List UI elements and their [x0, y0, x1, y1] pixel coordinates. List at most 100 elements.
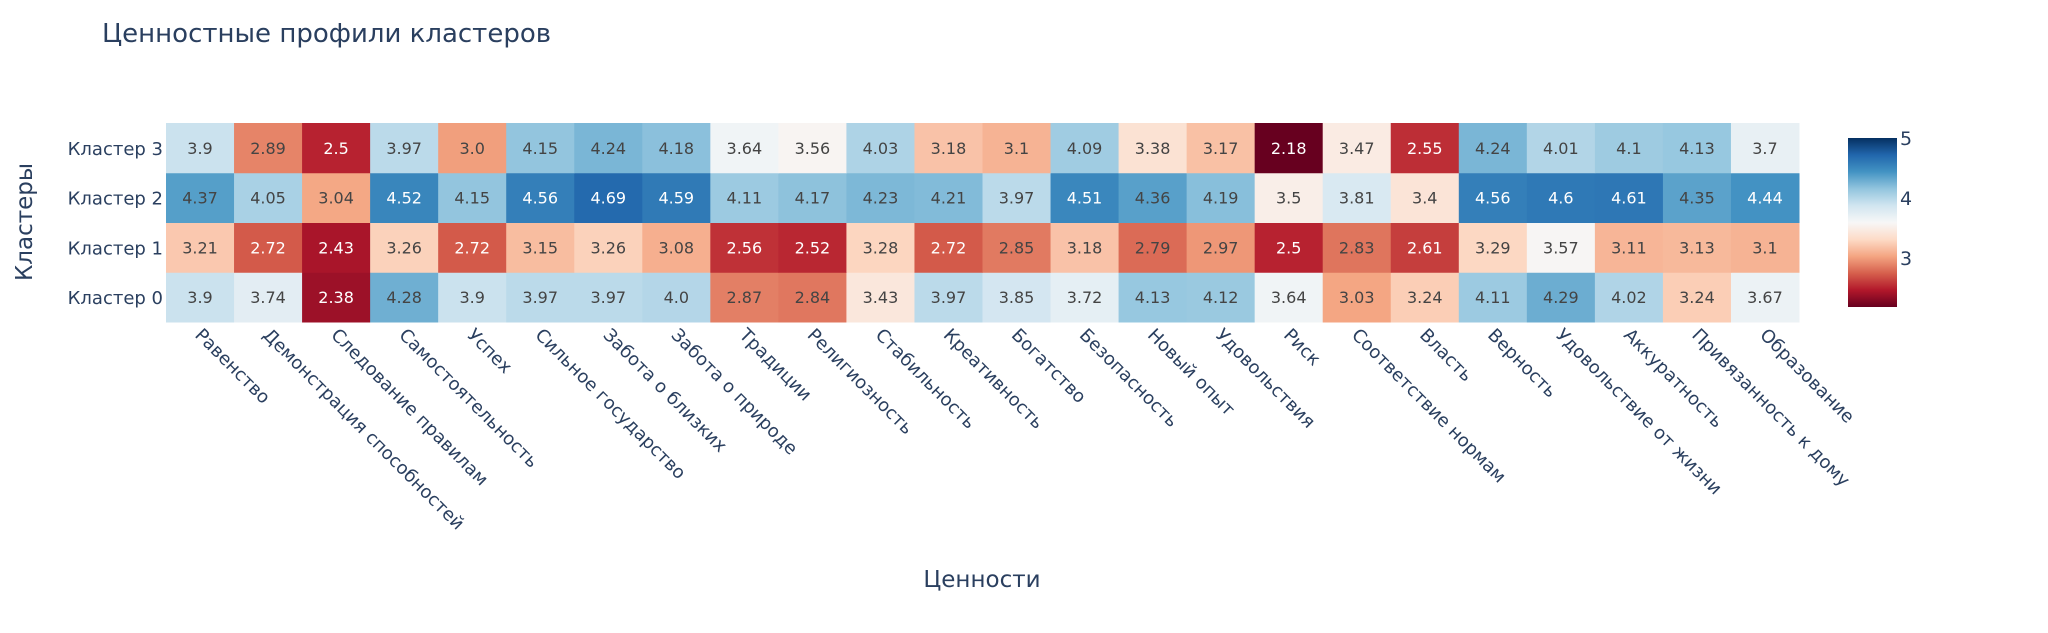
cell-value-label: 2.72	[931, 238, 967, 257]
heatmap-cell	[846, 222, 915, 273]
cell-value-label: 4.13	[1679, 139, 1715, 158]
cell-value-label: 3.81	[1339, 189, 1375, 208]
heatmap-cell	[370, 172, 439, 223]
heatmap-cell	[710, 272, 779, 323]
heatmap-cell	[1254, 123, 1324, 174]
heatmap-cell	[1390, 172, 1460, 223]
heatmap-cell	[642, 123, 711, 174]
heatmap-cell	[1050, 272, 1120, 323]
heatmap-cell	[710, 222, 779, 273]
cell-value-label: 3.64	[1271, 288, 1307, 307]
cell-value-label: 4.69	[590, 189, 626, 208]
heatmap-cell-labels: 3.9 3.74 2.38 4.28 3.9 3.97 3.97 4.0 2.87 2.84 3.4…	[182, 139, 1783, 307]
cell-value-label: 3.38	[1135, 139, 1171, 158]
heatmap-cell	[1458, 123, 1528, 174]
cell-value-label: 4.61	[1611, 189, 1647, 208]
heatmap-cell	[1730, 123, 1800, 174]
heatmap-cell	[1186, 172, 1256, 223]
cell-value-label: 4.18	[658, 139, 694, 158]
heatmap-cell	[1050, 172, 1120, 223]
cell-value-label: 3.64	[727, 139, 763, 158]
colorbar: 3 4 5	[1848, 128, 1912, 307]
cell-value-label: 4.15	[454, 189, 490, 208]
cell-value-label: 2.55	[1407, 139, 1443, 158]
cell-value-label: 3.9	[187, 288, 212, 307]
cell-value-label: 3.29	[1475, 238, 1511, 257]
heatmap-cell	[778, 172, 847, 223]
heatmap-cell	[1526, 222, 1596, 273]
cell-value-label: 3.4	[1412, 189, 1437, 208]
x-tick-label: Забота о близких	[599, 325, 731, 457]
heatmap-cell	[846, 272, 915, 323]
heatmap-cell	[1730, 222, 1800, 273]
heatmap-cell	[370, 123, 439, 174]
y-tick-label: Кластер 0	[68, 288, 163, 309]
heatmap-cell	[642, 172, 711, 223]
cell-value-label: 4.24	[1475, 139, 1511, 158]
cell-value-label: 4.56	[1475, 189, 1511, 208]
heatmap-cell	[982, 123, 1052, 174]
heatmap-cell	[234, 222, 303, 273]
heatmap-cell	[370, 272, 439, 323]
heatmap-cell	[574, 222, 643, 273]
y-tick-label: Кластер 2	[68, 189, 163, 210]
colorbar-ticks: 3 4 5	[1900, 128, 1912, 270]
cell-value-label: 3.15	[522, 238, 558, 257]
y-tick-label: Кластер 3	[68, 139, 163, 160]
heatmap-cell	[166, 272, 235, 323]
cell-value-label: 2.72	[250, 238, 286, 257]
heatmap-cell	[166, 172, 235, 223]
heatmap-cell	[438, 222, 507, 273]
heatmap-cell	[1322, 272, 1392, 323]
colorbar-gradient	[1848, 138, 1897, 307]
cell-value-label: 4.1	[1616, 139, 1641, 158]
cell-value-label: 4.36	[1135, 189, 1171, 208]
cell-value-label: 4.59	[658, 189, 694, 208]
heatmap-cell	[302, 123, 371, 174]
heatmap-cell	[710, 123, 779, 174]
cell-value-label: 3.97	[999, 189, 1035, 208]
colorbar-tick-label: 5	[1900, 128, 1912, 150]
heatmap-cell	[1594, 222, 1664, 273]
heatmap-cell	[438, 272, 507, 323]
heatmap-cells	[166, 123, 1800, 323]
heatmap-cell	[1526, 272, 1596, 323]
x-tick-label: Самостоятельность	[395, 325, 543, 473]
x-tick-label: Успех	[463, 325, 517, 379]
cell-value-label: 4.02	[1611, 288, 1647, 307]
cell-value-label: 3.9	[459, 288, 484, 307]
cell-value-label: 3.67	[1747, 288, 1783, 307]
cell-value-label: 2.72	[454, 238, 490, 257]
cell-value-label: 3.5	[1276, 189, 1301, 208]
cell-value-label: 3.72	[1067, 288, 1103, 307]
cell-value-label: 2.89	[250, 139, 286, 158]
heatmap-cell	[370, 222, 439, 273]
heatmap-cell	[778, 222, 847, 273]
cell-value-label: 4.03	[863, 139, 899, 158]
cell-value-label: 3.56	[795, 139, 831, 158]
cell-value-label: 4.51	[1067, 189, 1103, 208]
heatmap-cell	[846, 172, 915, 223]
cell-value-label: 2.18	[1271, 139, 1307, 158]
cell-value-label: 3.1	[1004, 139, 1029, 158]
heatmap-cell	[778, 272, 847, 323]
heatmap-cell	[1662, 172, 1732, 223]
cell-value-label: 3.17	[1203, 139, 1239, 158]
heatmap-cell	[1186, 222, 1256, 273]
heatmap-cell	[1458, 172, 1528, 223]
heatmap-cell	[1186, 272, 1256, 323]
heatmap-cell	[1390, 123, 1460, 174]
cell-value-label: 4.05	[250, 189, 286, 208]
cell-value-label: 3.74	[250, 288, 286, 307]
heatmap-cell	[1118, 222, 1188, 273]
heatmap-cell	[1458, 272, 1528, 323]
cell-value-label: 2.83	[1339, 238, 1375, 257]
heatmap-cell	[302, 272, 371, 323]
colorbar-tick-label: 3	[1900, 248, 1912, 270]
x-tick-label: Риск	[1279, 325, 1325, 371]
cell-value-label: 4.11	[1475, 288, 1511, 307]
cell-value-label: 3.18	[931, 139, 967, 158]
heatmap-cell	[642, 272, 711, 323]
